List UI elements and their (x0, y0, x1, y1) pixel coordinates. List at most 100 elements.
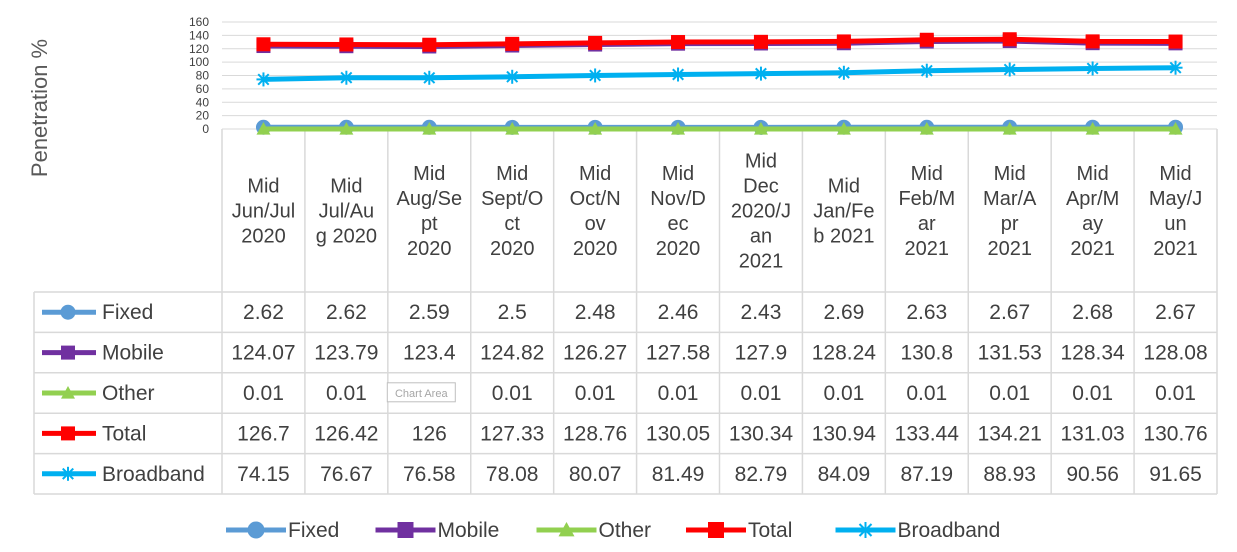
legend-key-marker (397, 522, 414, 538)
table-cell-fixed: 2.67 (989, 301, 1030, 324)
category-label: Mid Feb/M ar 2021 (898, 163, 955, 260)
data-point-other (671, 121, 686, 135)
y-tick-label: 80 (196, 69, 210, 83)
y-tick-label: 140 (189, 28, 209, 42)
table-cell-broadband: 76.67 (320, 463, 373, 486)
data-point-total (1002, 32, 1017, 47)
table-cell-fixed: 2.62 (326, 301, 367, 324)
table-cell-total: 130.76 (1143, 422, 1207, 445)
table-cell-mobile: 124.82 (480, 342, 544, 365)
table-cell-total: 128.76 (563, 422, 627, 445)
table-cell-other: 0.01 (575, 382, 616, 405)
table-cell-fixed: 2.67 (1155, 301, 1196, 324)
legend-item-fixed: Fixed (226, 519, 339, 542)
data-point-broadband (505, 69, 520, 84)
data-point-total (588, 35, 603, 50)
table-cell-fixed: 2.69 (823, 301, 864, 324)
data-point-total (753, 34, 768, 49)
data-point-broadband (753, 66, 768, 81)
y-tick-label: 0 (202, 122, 209, 136)
data-point-other (339, 121, 354, 135)
y-tick-label: 120 (189, 42, 209, 56)
table-cell-total: 130.05 (646, 422, 710, 445)
table-cell-total: 131.03 (1061, 422, 1125, 445)
table-cell-mobile: 123.4 (403, 342, 456, 365)
table-cell-broadband: 87.19 (901, 463, 954, 486)
table-cell-total: 130.94 (812, 422, 877, 445)
data-point-broadband (1002, 62, 1017, 77)
data-point-other (588, 121, 603, 135)
legend-label: Total (748, 519, 792, 542)
table-cell-broadband: 84.09 (818, 463, 871, 486)
table-cell-total: 126.7 (237, 422, 290, 445)
series-line-broadband (263, 65, 1176, 82)
table-cell-other: 0.01 (1155, 382, 1196, 405)
data-point-total (919, 32, 934, 47)
data-point-broadband (671, 67, 686, 82)
data-point-total (1168, 34, 1183, 49)
table-row-name-broadband: Broadband (102, 463, 205, 486)
data-point-other (256, 121, 271, 135)
table-cell-broadband: 80.07 (569, 463, 622, 486)
table-cell-total: 133.44 (895, 422, 960, 445)
table-cell-total: 126.42 (314, 422, 378, 445)
table-cell-other: 0.01 (823, 382, 864, 405)
legend-item-other: Other (536, 519, 651, 542)
data-point-other (1002, 121, 1017, 135)
table-cell-fixed: 2.63 (906, 301, 947, 324)
table-cell-mobile: 130.8 (901, 342, 954, 365)
category-label: Mid Jun/Jul 2020 (232, 176, 295, 248)
table-key-marker-other (61, 386, 75, 399)
legend-label: Mobile (438, 519, 500, 542)
y-axis-title: Penetration % (27, 39, 52, 177)
category-label: Mid Aug/Se pt 2020 (396, 163, 462, 260)
category-label: Mid Apr/M ay 2021 (1066, 163, 1119, 260)
table-cell-other: 0.01 (1072, 382, 1113, 405)
table-cell-broadband: 88.93 (983, 463, 1036, 486)
legend-item-broadband: Broadband (835, 519, 1000, 542)
table-cell-total: 127.33 (480, 422, 544, 445)
table-cell-broadband: 78.08 (486, 463, 539, 486)
chart-area-tooltip-box (386, 382, 456, 403)
table-cell-broadband: 82.79 (735, 463, 788, 486)
category-label: Mid Sept/O ct 2020 (481, 163, 543, 260)
data-point-broadband (919, 63, 934, 78)
table-cell-fixed: 2.62 (243, 301, 284, 324)
table-cell-total: 130.34 (729, 422, 794, 445)
data-point-other (919, 121, 934, 135)
table-cell-other: 0.01 (906, 382, 947, 405)
category-label: Mid Oct/N ov 2020 (570, 163, 621, 260)
table-cell-mobile: 124.07 (231, 342, 295, 365)
data-point-total (836, 34, 851, 49)
y-tick-label: 20 (196, 109, 210, 123)
table-cell-broadband: 91.65 (1149, 463, 1202, 486)
table-cell-other: 0.01 (492, 382, 533, 405)
chart-area-tooltip: Chart Area (395, 388, 448, 400)
table-cell-mobile: 128.34 (1061, 342, 1126, 365)
table-cell-fixed: 2.46 (658, 301, 699, 324)
legend-key-marker (247, 521, 265, 539)
data-point-total (671, 35, 686, 50)
table-key-marker-mobile (61, 345, 75, 360)
table-cell-mobile: 123.79 (314, 342, 378, 365)
data-point-total (1085, 34, 1100, 49)
legend-key-marker (857, 522, 874, 538)
table-cell-broadband: 74.15 (237, 463, 290, 486)
table-cell-other: 0.01 (741, 382, 782, 405)
data-point-other (753, 121, 768, 135)
category-label: Mid Mar/A pr 2021 (983, 163, 1037, 260)
table-row-name-mobile: Mobile (102, 342, 164, 365)
table-cell-broadband: 81.49 (652, 463, 705, 486)
data-point-other (836, 121, 851, 135)
table-cell-fixed: 2.59 (409, 301, 450, 324)
data-point-broadband (422, 70, 437, 85)
data-point-other (422, 121, 437, 135)
table-cell-mobile: 127.9 (735, 342, 788, 365)
table-cell-total: 126 (412, 422, 447, 445)
table-cell-broadband: 76.58 (403, 463, 456, 486)
table-cell-mobile: 127.58 (646, 342, 710, 365)
table-key-marker-total (61, 426, 75, 441)
data-point-other (1168, 121, 1183, 135)
data-point-total (256, 37, 271, 52)
